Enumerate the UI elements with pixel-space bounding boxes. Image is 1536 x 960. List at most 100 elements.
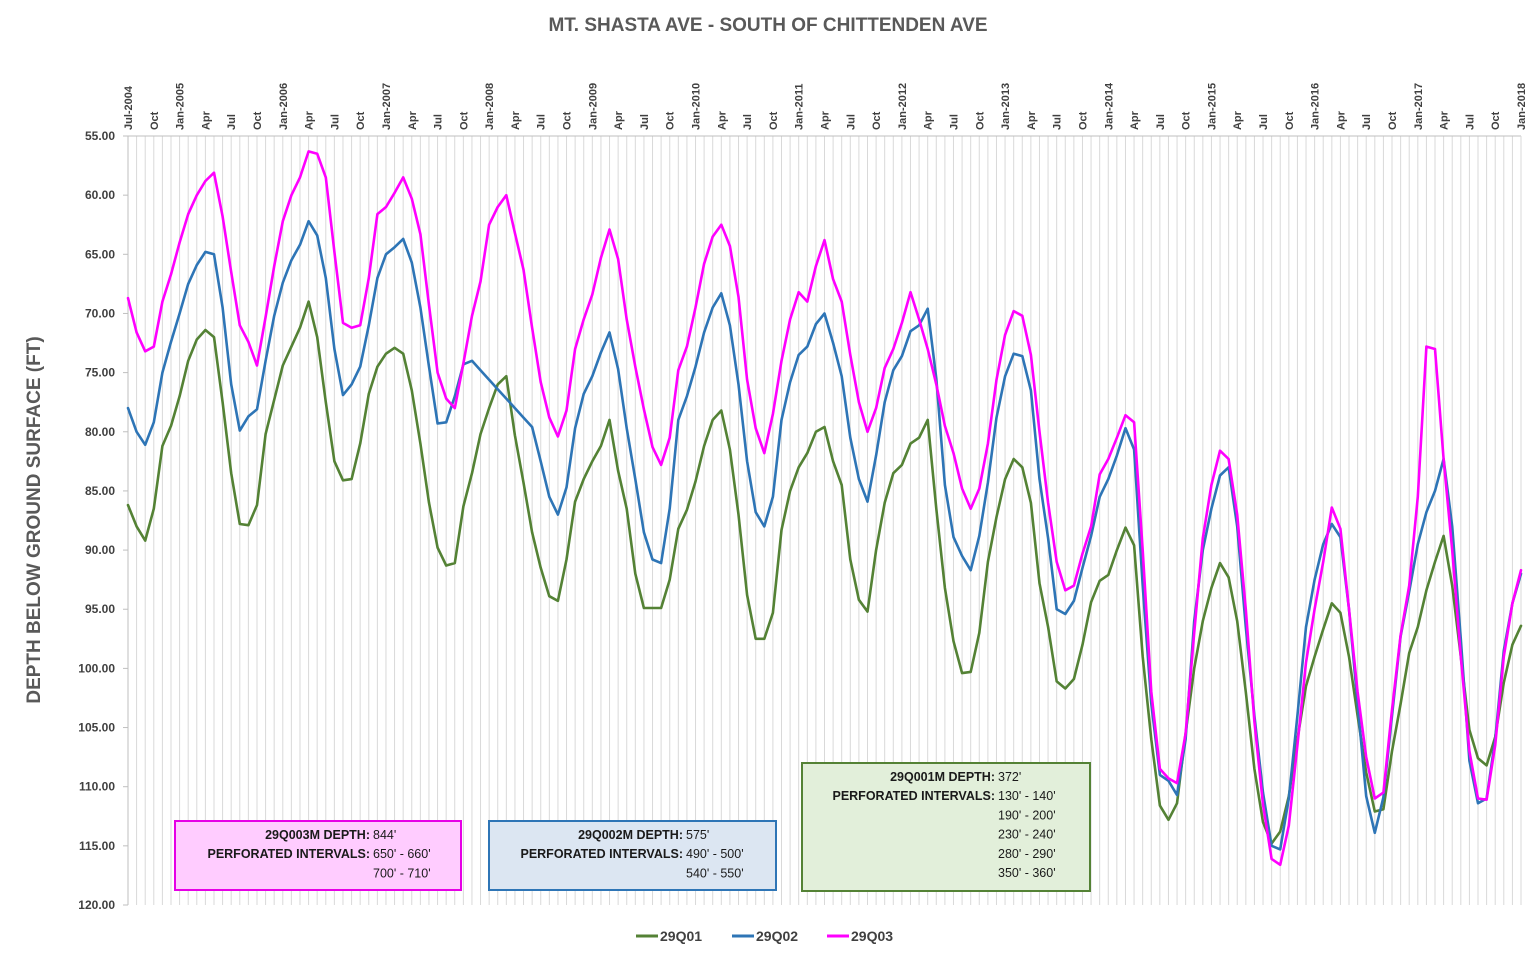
annotation-interval-value: 190' - 200' (998, 808, 1056, 822)
x-tick-label: Oct (252, 111, 264, 130)
annotation-depth-value: 844' (373, 828, 396, 842)
x-tick-label: Jan-2015 (1206, 83, 1218, 130)
annotation-box-29q002m: 29Q002M DEPTH: 575'PERFORATED INTERVALS: 4… (488, 820, 777, 891)
y-tick-label: 120.00 (78, 898, 115, 912)
x-tick-label: Jul (1258, 114, 1270, 130)
x-tick-label: Apr (613, 110, 625, 130)
legend-label: 29Q01 (660, 928, 702, 944)
x-tick-label: Apr (923, 110, 935, 130)
x-tick-label: Apr (407, 110, 419, 130)
x-tick-label: Oct (458, 111, 470, 130)
x-tick-label: Apr (1335, 110, 1347, 130)
x-tick-label: Apr (510, 110, 522, 130)
x-tick-label: Apr (200, 110, 212, 130)
x-tick-label: Jan-2012 (897, 83, 909, 130)
x-tick-label: Jan-2017 (1413, 83, 1425, 130)
x-tick-label: Jul (329, 114, 341, 130)
x-tick-label: Jan-2007 (381, 83, 393, 130)
y-tick-label: 65.00 (85, 247, 115, 261)
y-tick-label: 75.00 (85, 366, 115, 380)
y-tick-label: 110.00 (79, 780, 115, 794)
annotation-depth-value: 575' (686, 828, 709, 842)
annotation-box-frame (174, 820, 462, 891)
annotation-interval-value: 540' - 550' (686, 866, 744, 880)
y-tick-label: 70.00 (85, 306, 115, 320)
legend-label: 29Q03 (851, 928, 893, 944)
y-tick-label: 100.00 (78, 661, 115, 675)
annotation-intervals-label: PERFORATED INTERVALS: (832, 789, 995, 803)
x-tick-label: Jul (226, 114, 238, 130)
x-tick-label: Apr (716, 110, 728, 130)
x-tick-labels: Jul-2004 Oct Jan-2005 Apr Jul Oct Jan-2006 Apr J… (123, 82, 1528, 130)
x-tick-label: Jul (1155, 114, 1167, 130)
annotation-interval-value: 230' - 240' (998, 828, 1056, 842)
x-tick-label: Oct (1490, 111, 1502, 130)
gridlines (127, 136, 1522, 905)
legend: 29Q01 29Q02 29Q03 (636, 928, 893, 944)
x-tick-label: Jul-2004 (123, 85, 135, 130)
x-tick-label: Jan-2018 (1516, 83, 1528, 130)
x-tick-label: Jan-2013 (1000, 83, 1012, 130)
x-tick-label: Jul (1052, 114, 1064, 130)
annotation-interval-value: 280' - 290' (998, 847, 1056, 861)
annotation-box-frame (801, 762, 1091, 892)
x-tick-label: Oct (871, 111, 883, 130)
annotation-boxes: 29Q003M DEPTH: 844'PERFORATED INTERVALS: 6… (174, 762, 1091, 892)
x-tick-label: Jul (536, 114, 548, 130)
x-tick-label: Oct (1181, 111, 1193, 130)
y-tick-label: 80.00 (85, 425, 115, 439)
x-tick-label: Jan-2009 (587, 83, 599, 130)
annotation-interval-value: 490' - 500' (686, 847, 744, 861)
chart-title: MT. SHASTA AVE - SOUTH OF CHITTENDEN AVE (548, 15, 987, 36)
x-tick-label: Jul (742, 114, 754, 130)
x-tick-label: Jul (433, 114, 445, 130)
legend-item-29q02: 29Q02 (732, 928, 798, 944)
annotation-well-label: 29Q002M DEPTH: (578, 828, 683, 842)
annotation-well-label: 29Q003M DEPTH: (265, 828, 370, 842)
x-tick-label: Jan-2016 (1310, 83, 1322, 130)
x-tick-label: Jul (1464, 114, 1476, 130)
legend-label: 29Q02 (756, 928, 798, 944)
x-tick-label: Apr (1232, 110, 1244, 130)
x-tick-label: Oct (149, 111, 161, 130)
x-tick-label: Jan-2014 (1103, 82, 1115, 130)
y-tick-label: 115.00 (79, 839, 115, 853)
annotation-box-29q003m: 29Q003M DEPTH: 844'PERFORATED INTERVALS: 6… (174, 820, 462, 891)
annotation-interval-value: 350' - 360' (998, 866, 1056, 880)
x-tick-label: Jan-2005 (175, 83, 187, 130)
x-tick-label: Oct (768, 111, 780, 130)
y-tick-label: 90.00 (85, 543, 115, 557)
y-tick-labels: 55.00 60.00 65.00 70.00 75.00 80.00 85.00 90.00… (78, 129, 115, 912)
y-tick-label: 60.00 (85, 188, 115, 202)
x-tick-label: Jul (948, 114, 960, 130)
x-tick-label: Oct (974, 111, 986, 130)
x-tick-label: Jan-2006 (278, 83, 290, 130)
annotation-depth-value: 372' (998, 770, 1021, 784)
x-tick-label: Oct (1077, 111, 1089, 130)
x-tick-label: Jul (1361, 114, 1373, 130)
annotation-intervals-label: PERFORATED INTERVALS: (207, 847, 370, 861)
x-tick-label: Apr (1026, 110, 1038, 130)
annotation-box-frame (488, 820, 777, 891)
y-axis-label: DEPTH BELOW GROUND SURFACE (FT) (24, 336, 45, 703)
annotation-well-label: 29Q001M DEPTH: (890, 770, 995, 784)
x-tick-label: Oct (562, 111, 574, 130)
x-tick-label: Jul (845, 114, 857, 130)
y-tick-label: 95.00 (85, 602, 115, 616)
y-tick-label: 55.00 (85, 129, 115, 143)
x-tick-label: Oct (1284, 111, 1296, 130)
legend-item-29q01: 29Q01 (636, 928, 702, 944)
x-tick-label: Apr (304, 110, 316, 130)
x-tick-label: Jan-2011 (794, 84, 806, 130)
annotation-interval-value: 700' - 710' (373, 866, 431, 880)
x-tick-label: Oct (355, 111, 367, 130)
series-line-29q03 (126, 150, 1523, 867)
y-tick-label: 105.00 (78, 721, 115, 735)
axes (123, 135, 1522, 906)
annotation-interval-value: 130' - 140' (998, 789, 1056, 803)
annotation-box-29q001m: 29Q001M DEPTH: 372'PERFORATED INTERVALS: 1… (801, 762, 1091, 892)
series-line-29q02 (126, 219, 1523, 851)
x-tick-label: Oct (1387, 111, 1399, 130)
